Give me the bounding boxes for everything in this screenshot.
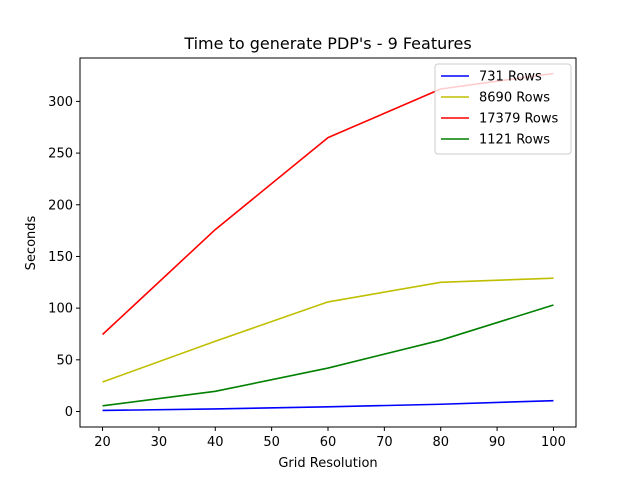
y-tick-label: 150 (48, 250, 73, 265)
y-axis-ticks: 0 50 100 150 200 250 300 (48, 95, 80, 420)
series-lines (102, 72, 554, 412)
legend-box (434, 63, 572, 155)
legend-entry: 8690 Rows (479, 91, 550, 106)
legend-entry: 731 Rows (479, 70, 542, 85)
legend-entry: 17379 Rows (479, 112, 559, 127)
x-tick-label: 40 (207, 435, 224, 450)
x-tick-label: 30 (151, 435, 168, 450)
y-tick-label: 200 (48, 198, 73, 213)
x-tick-label: 90 (489, 435, 506, 450)
x-tick-label: 20 (94, 435, 111, 450)
plot-frame (79, 57, 577, 428)
y-tick-label: 300 (48, 95, 73, 110)
y-axis-label: Seconds (24, 215, 39, 270)
x-tick-label: 60 (320, 435, 337, 450)
y-tick-label: 0 (65, 405, 73, 420)
series-line-731-rows (102, 399, 554, 412)
y-tick-label: 100 (48, 302, 73, 317)
legend-entry: 1121 Rows (479, 133, 550, 148)
series-line-1121-rows (102, 304, 554, 407)
y-tick-label: 250 (48, 147, 73, 162)
x-axis-ticks: 20 30 40 50 60 70 80 90 100 (94, 427, 566, 450)
x-tick-label: 100 (541, 435, 566, 450)
y-tick-label: 50 (56, 353, 73, 368)
x-tick-label: 50 (263, 435, 280, 450)
legend: 731 Rows 8690 Rows 17379 Rows 1121 Rows (434, 63, 572, 155)
chart-title: Time to generate PDP's - 9 Features (183, 34, 471, 53)
x-tick-label: 70 (376, 435, 393, 450)
series-line-8690-rows (102, 277, 554, 383)
x-tick-label: 80 (432, 435, 449, 450)
x-axis-label: Grid Resolution (278, 456, 377, 471)
